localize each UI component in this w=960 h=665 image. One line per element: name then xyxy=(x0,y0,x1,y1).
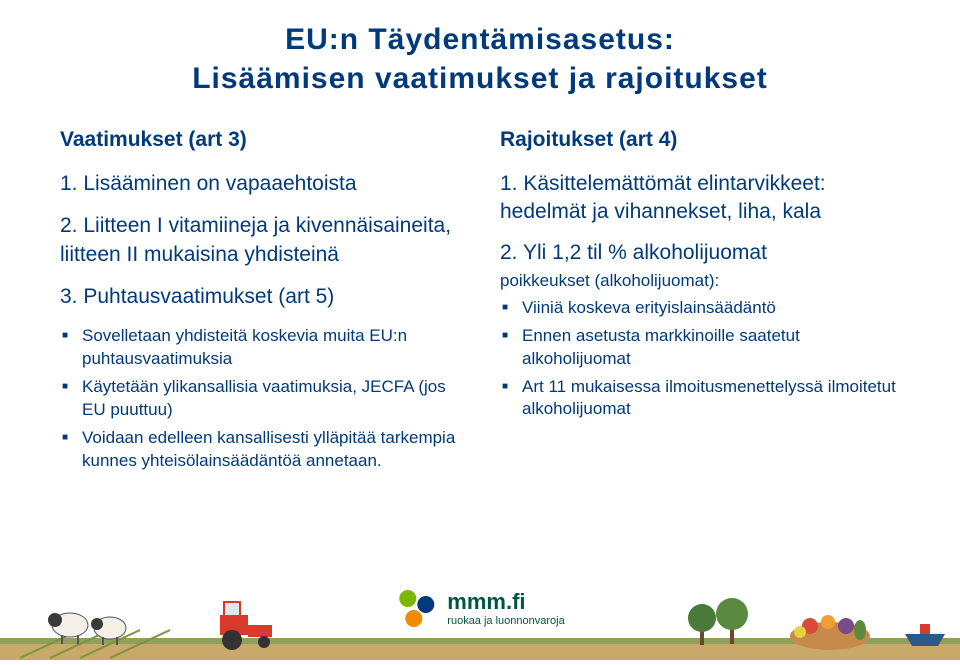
left-item3: 3. Puhtausvaatimukset (art 5) xyxy=(60,283,460,311)
list-item: Art 11 mukaisessa ilmoitusmenettelyssä i… xyxy=(522,376,900,422)
boat-icon xyxy=(905,624,945,646)
right-column: Rajoitukset (art 4) 1. Käsittelemättömät… xyxy=(500,128,900,487)
left-item2: 2. Liitteen I vitamiineja ja kivennäisai… xyxy=(60,212,460,269)
right-item1: 1. Käsittelemättömät elintarvikkeet: hed… xyxy=(500,170,900,227)
logo-text: mmm.fi xyxy=(447,591,564,613)
left-item1: 1. Lisääminen on vapaaehtoista xyxy=(60,170,460,198)
list-item: Ennen asetusta markkinoille saatetut alk… xyxy=(522,325,900,371)
title-line1: EU:n Täydentämisasetus: xyxy=(285,23,675,56)
list-item: Voidaan edelleen kansallisesti ylläpitää… xyxy=(82,427,460,473)
right-bullets: Viiniä koskeva erityislainsäädäntö Ennen… xyxy=(500,297,900,422)
left-heading: Vaatimukset (art 3) xyxy=(60,128,460,152)
vegetables-icon xyxy=(790,615,870,650)
list-item: Viiniä koskeva erityislainsäädäntö xyxy=(522,297,900,320)
logo: mmm.fi ruokaa ja luonnonvaroja xyxy=(395,588,564,630)
footer: mmm.fi ruokaa ja luonnonvaroja xyxy=(0,570,960,660)
columns: Vaatimukset (art 3) 1. Lisääminen on vap… xyxy=(60,128,900,487)
logo-text-block: mmm.fi ruokaa ja luonnonvaroja xyxy=(447,591,564,627)
logo-mark xyxy=(395,588,437,630)
slide-title: EU:n Täydentämisasetus: Lisäämisen vaati… xyxy=(60,20,900,98)
left-bullets: Sovelletaan yhdisteitä koskevia muita EU… xyxy=(60,325,460,473)
list-item: Käytetään ylikansallisia vaatimuksia, JE… xyxy=(82,376,460,422)
right-heading: Rajoitukset (art 4) xyxy=(500,128,900,152)
list-item: Sovelletaan yhdisteitä koskevia muita EU… xyxy=(82,325,460,371)
trees-icon xyxy=(688,598,748,645)
logo-subtitle: ruokaa ja luonnonvaroja xyxy=(447,615,564,627)
right-item2: 2. Yli 1,2 til % alkoholijuomat xyxy=(500,241,900,265)
left-column: Vaatimukset (art 3) 1. Lisääminen on vap… xyxy=(60,128,460,487)
right-intro: poikkeukset (alkoholijuomat): xyxy=(500,271,900,291)
title-line2: Lisäämisen vaatimukset ja rajoitukset xyxy=(192,62,768,95)
